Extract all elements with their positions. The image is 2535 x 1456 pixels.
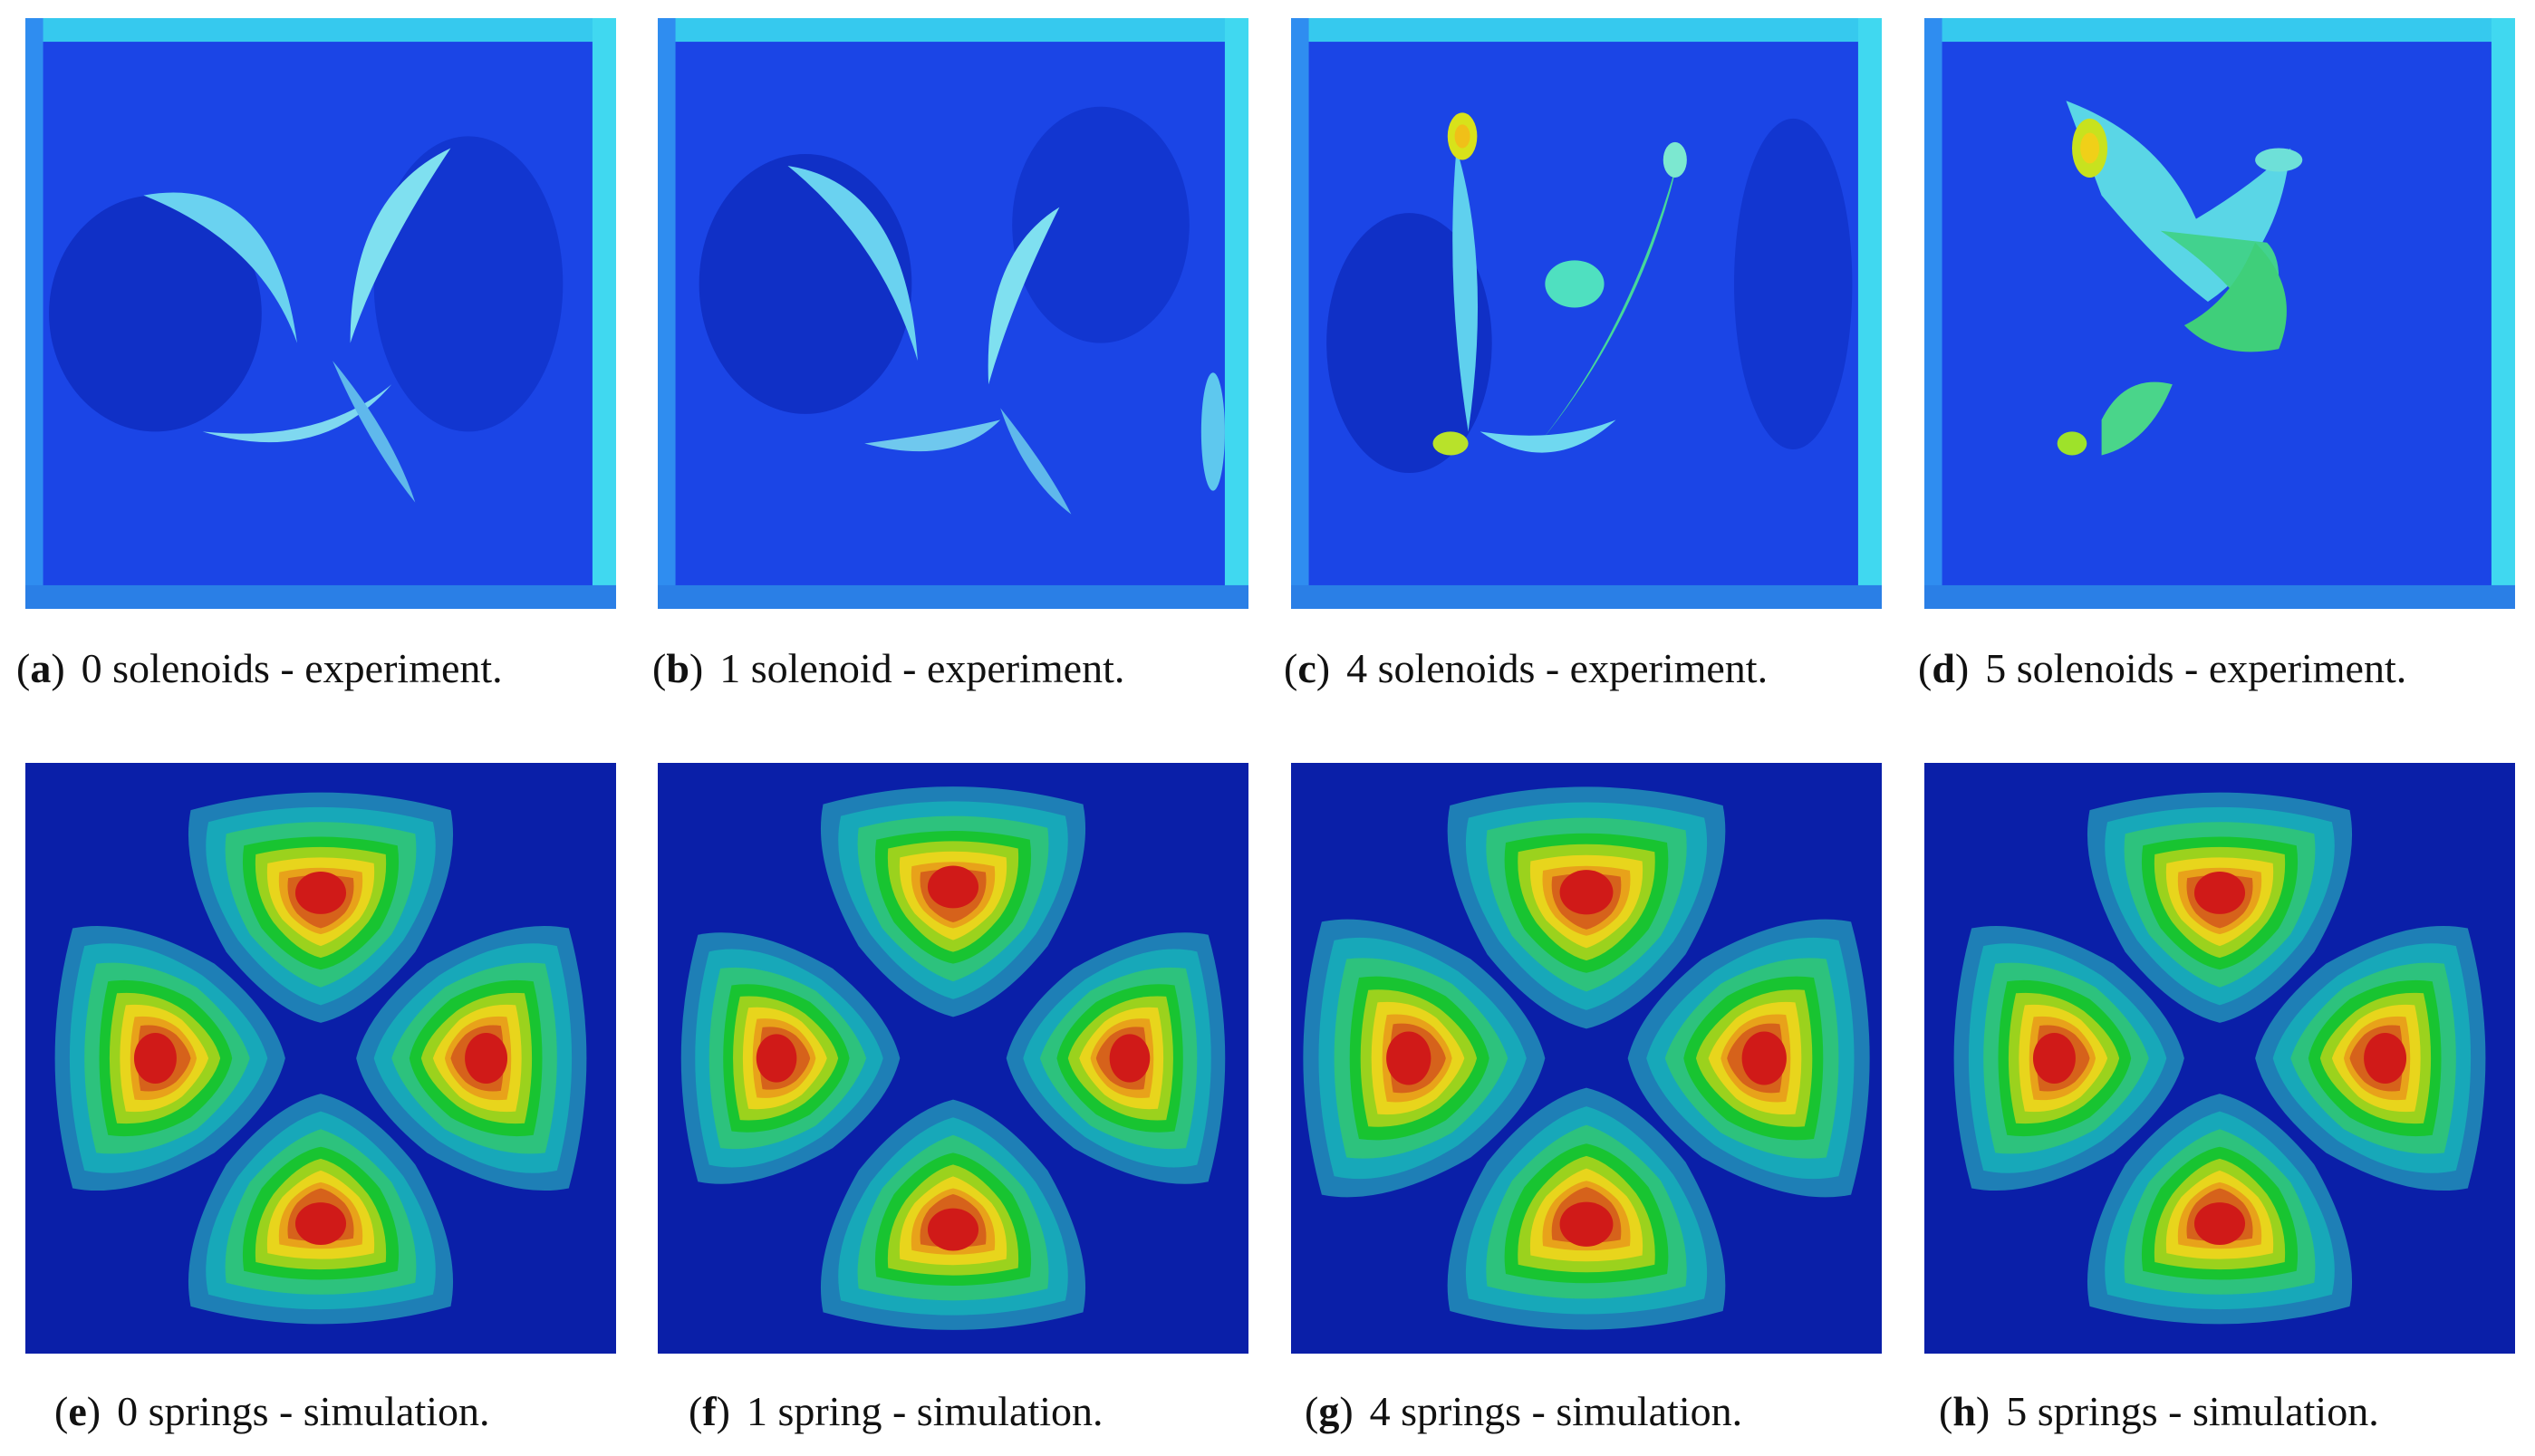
caption-letter-b: b (666, 645, 689, 691)
caption-b: (b) 1 solenoid - experiment. (652, 645, 1125, 691)
caption-letter-c: c (1297, 645, 1316, 691)
caption-e: (e) 0 springs - simulation. (54, 1388, 490, 1434)
experiment-image-c (1291, 18, 1882, 609)
caption-letter-f: f (702, 1388, 717, 1434)
simulation-image-f (658, 763, 1248, 1354)
caption-letter-h: h (1952, 1388, 1976, 1434)
caption-text-e: 0 springs - simulation. (117, 1388, 490, 1434)
experiment-image-b (658, 18, 1248, 609)
caption-letter-g: g (1318, 1388, 1340, 1434)
caption-letter-a: a (30, 645, 52, 691)
caption-d: (d) 5 solenoids - experiment. (1918, 645, 2407, 691)
experiment-image-d (1924, 18, 2515, 609)
caption-letter-d: d (1932, 645, 1955, 691)
simulation-image-h (1924, 763, 2515, 1354)
caption-g: (g) 4 springs - simulation. (1305, 1388, 1743, 1434)
caption-h: (h) 5 springs - simulation. (1939, 1388, 2379, 1434)
caption-text-f: 1 spring - simulation. (746, 1388, 1104, 1434)
caption-text-b: 1 solenoid - experiment. (719, 645, 1125, 691)
caption-f: (f) 1 spring - simulation. (689, 1388, 1104, 1434)
caption-letter-e: e (68, 1388, 87, 1434)
experiment-image-a (25, 18, 616, 609)
caption-text-c: 4 solenoids - experiment. (1346, 645, 1769, 691)
caption-text-h: 5 springs - simulation. (2006, 1388, 2379, 1434)
caption-text-g: 4 springs - simulation. (1369, 1388, 1743, 1434)
caption-a: (a) 0 solenoids - experiment. (16, 645, 503, 691)
simulation-image-g (1291, 763, 1882, 1354)
caption-c: (c) 4 solenoids - experiment. (1284, 645, 1769, 691)
caption-text-d: 5 solenoids - experiment. (1985, 645, 2407, 691)
caption-text-a: 0 solenoids - experiment. (81, 645, 503, 691)
simulation-image-e (25, 763, 616, 1354)
